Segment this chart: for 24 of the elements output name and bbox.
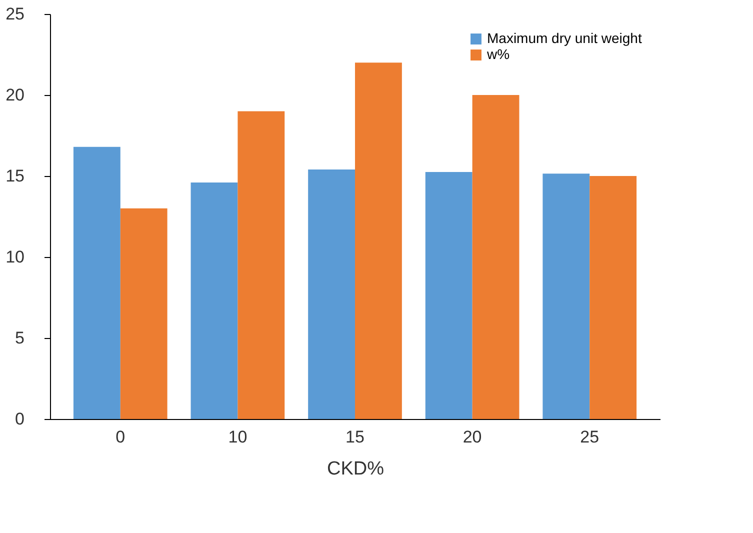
bar [472, 95, 520, 419]
y-tick-label: 10 [6, 248, 24, 266]
y-tick-label: 0 [15, 410, 24, 428]
bar [308, 170, 355, 419]
bar [73, 146, 120, 419]
legend-label: Maximum dry unit weight [487, 30, 642, 46]
y-tick-label: 15 [6, 166, 24, 186]
bar [590, 176, 637, 419]
x-axis-title: CKD% [326, 458, 384, 480]
x-tick-label: 0 [116, 428, 126, 446]
x-tick-label: 25 [580, 428, 600, 446]
y-tick-label: 20 [6, 86, 24, 104]
bar [425, 172, 472, 419]
x-tick-label: 10 [228, 428, 248, 446]
bar [355, 62, 402, 419]
y-tick-label: 25 [6, 4, 24, 24]
bar [542, 174, 590, 419]
x-tick-label: 15 [346, 428, 364, 446]
y-tick-label: 5 [15, 328, 24, 348]
bar [120, 208, 168, 419]
bar [238, 111, 285, 419]
legend-label: w% [486, 46, 510, 62]
x-tick-label: 20 [462, 428, 482, 446]
bar [190, 182, 238, 419]
